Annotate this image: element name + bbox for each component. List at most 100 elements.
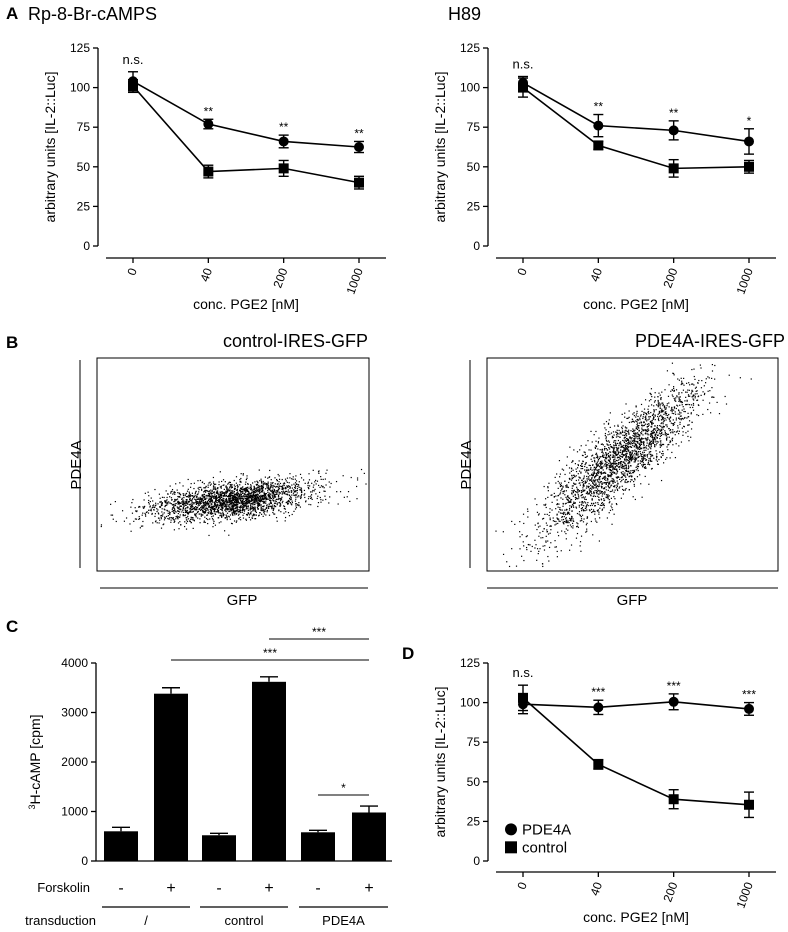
panel-b2-dot	[624, 475, 626, 477]
panel-b1-dot	[223, 502, 226, 504]
panel-b2-dot	[650, 468, 653, 470]
panel-b1-dot	[195, 490, 197, 492]
panel-b1-dot	[182, 499, 184, 501]
panel-b2-dot	[637, 434, 639, 436]
panel-b1-dot	[159, 497, 161, 499]
panel-b1-dot	[247, 508, 249, 510]
panel-b1-dot	[226, 486, 228, 488]
panel-b1-dot	[197, 505, 199, 507]
panel-b2-dot	[574, 494, 576, 496]
panel-b2-dot	[658, 429, 660, 431]
panel-b1-dot	[295, 475, 297, 477]
panel-b1-dot	[291, 478, 293, 480]
panel-b2-dot	[618, 462, 620, 464]
panel-b1-dot	[232, 509, 234, 511]
panel-b1-dot	[208, 490, 211, 492]
panel-b2-dot	[660, 397, 662, 399]
panel-b2-dot	[622, 466, 624, 468]
panel-b2-dot	[647, 419, 649, 421]
panel-b2-dot	[589, 474, 591, 477]
panel-b1-dot	[198, 504, 200, 506]
panel-b2-dot	[634, 439, 636, 441]
panel-b1-dot	[279, 498, 281, 500]
panel-b2-dot	[618, 468, 621, 470]
panel-b2-dot	[705, 378, 707, 380]
panel-b1-dot	[195, 499, 197, 501]
panel-b1-dot	[225, 486, 227, 488]
panel-b1-dot	[236, 493, 239, 495]
panel-b2-dot	[681, 427, 683, 429]
panel-b1-dot	[236, 502, 238, 504]
panel-b2-dot	[606, 444, 609, 446]
panel-b1-dot	[252, 491, 254, 493]
panel-b1-dot	[207, 512, 209, 514]
panel-b1-dot	[184, 494, 186, 497]
panel-b2-dot	[698, 379, 700, 382]
panel-b2-dot	[601, 493, 604, 495]
panel-b2-dot	[627, 459, 629, 462]
panel-b2-dot	[630, 443, 632, 445]
panel-b1-dot	[278, 509, 280, 511]
panel-b2-dot	[671, 412, 673, 414]
panel-b2-dot	[609, 466, 611, 468]
chart-a2-series-0-point-1	[593, 120, 604, 131]
panel-b1-dot	[273, 497, 275, 500]
panel-b2-dot	[587, 472, 589, 474]
panel-b1-dot	[179, 482, 181, 484]
panel-b2-dot	[624, 426, 626, 428]
panel-b1-dot	[215, 511, 217, 513]
panel-b1-dot	[226, 519, 228, 521]
panel-b2-dot	[669, 429, 672, 431]
panel-b1-dot	[311, 482, 313, 484]
panel-b1-dot	[178, 508, 180, 510]
panel-b2-dot	[625, 468, 627, 470]
panel-b1-dot	[229, 514, 232, 516]
panel-b2-dot	[693, 368, 695, 370]
panel-b2-dot	[676, 404, 678, 406]
panel-b2-dot	[653, 417, 655, 419]
panel-b2-dot	[613, 467, 615, 469]
panel-b1-dot	[222, 479, 225, 481]
chart-d-legend-label-1: control	[522, 839, 567, 856]
panel-b2-dot	[570, 499, 572, 501]
panel-b2-dot	[647, 408, 649, 410]
chart-d-series-1-point-2	[668, 794, 679, 805]
panel-b2-dot	[637, 465, 640, 468]
panel-b1-dot	[198, 489, 200, 491]
panel-b2-dot	[589, 510, 591, 512]
panel-b1-dot	[269, 489, 271, 491]
panel-b2-dot	[621, 413, 623, 415]
panel-b2-dot	[588, 449, 590, 451]
panel-b1-dot	[226, 517, 228, 519]
panel-b1-dot	[221, 509, 223, 512]
panel-b1-dot	[195, 509, 198, 511]
panel-b1-dot	[318, 470, 320, 472]
panel-b1-dot	[261, 481, 263, 483]
panel-b2-dot	[605, 468, 608, 470]
panel-b2-dot	[630, 457, 633, 459]
panel-b1-dot	[318, 484, 320, 487]
panel-b2-dot	[608, 499, 610, 501]
panel-b1-dot	[295, 490, 297, 492]
panel-b2-dot	[591, 473, 593, 475]
panel-b1-dot	[245, 481, 247, 483]
panel-b2-dot	[685, 396, 687, 398]
panel-b2-dot	[597, 457, 599, 459]
panel-b2-dot	[652, 436, 654, 438]
panel-b2-dot	[611, 473, 613, 476]
panel-b2-dot	[564, 480, 566, 482]
panel-b2-dot	[634, 429, 636, 431]
panel-b1-dot	[187, 518, 190, 520]
panel-b1-dot	[287, 503, 289, 505]
panel-b2-dot	[657, 399, 659, 402]
panel-b1-dot	[294, 491, 296, 493]
panel-b2-dot	[557, 487, 559, 489]
chart-a1-xtick-label-1: 40	[197, 266, 215, 284]
panel-b2-dot	[621, 465, 623, 467]
panel-b2-dot	[544, 513, 546, 515]
panel-b1-dot	[250, 513, 252, 515]
chart-d-ytick-label-1: 25	[467, 814, 481, 828]
panel-b2-dot	[613, 448, 615, 450]
panel-b1-dot	[289, 473, 291, 475]
panel-b1-dot	[259, 480, 261, 482]
